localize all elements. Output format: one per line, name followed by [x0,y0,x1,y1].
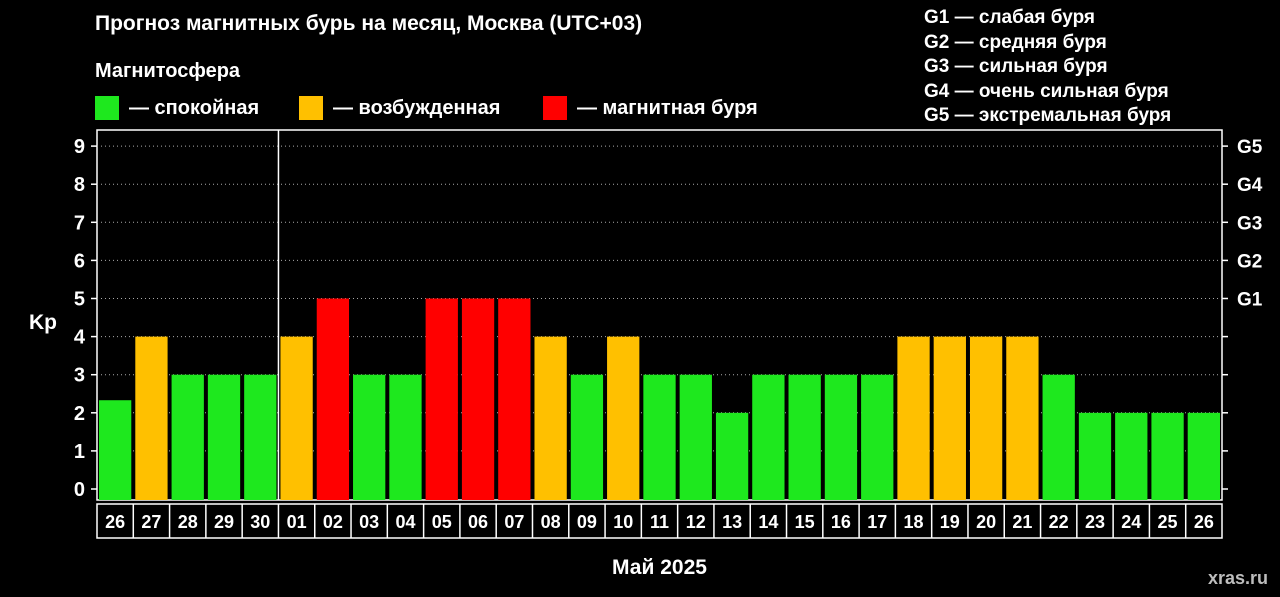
x-tick-label: 19 [940,512,960,532]
bar [99,400,132,500]
bar [1042,374,1075,500]
y-tick-label: 2 [74,403,85,425]
x-tick-label: 16 [831,512,851,532]
y-tick-label: 7 [74,212,85,234]
y-tick-label: 0 [74,479,85,501]
bar [389,374,422,500]
bar [461,298,495,500]
bar [824,374,858,500]
bar [1006,336,1039,500]
storm-level-g3: G3 — сильная буря [924,56,1108,77]
x-tick-label: 27 [141,512,161,532]
x-tick-label: 02 [323,512,343,532]
y-tick-label: 1 [74,441,85,463]
x-axis-label: Май 2025 [612,556,707,579]
x-tick-label: 20 [976,512,996,532]
bar [353,374,386,500]
x-tick-label: 24 [1121,512,1141,532]
bar [933,336,966,500]
y-axis-label: Kp [29,311,57,334]
legend-item-quiet: — спокойная [95,96,259,120]
bar [1151,412,1184,500]
bar [570,374,604,500]
x-tick-label: 06 [468,512,488,532]
y-tick-label: 4 [74,327,86,349]
bar [1078,412,1112,500]
x-tick-label: 08 [541,512,561,532]
x-tick-label: 21 [1012,512,1032,532]
bar [171,374,204,500]
bar [425,298,458,500]
right-tick-label: G3 [1237,213,1262,234]
x-tick-label: 22 [1049,512,1069,532]
storm-level-g2: G2 — средняя буря [924,31,1107,53]
x-tick-label: 29 [214,512,234,532]
right-tick-label: G2 [1237,251,1262,272]
legend-item-excited: — возбужденная [299,96,500,120]
storm-level-g1: G1 — слабая буря [924,7,1096,28]
x-tick-label: 17 [867,512,887,532]
bar [280,336,313,500]
y-tick-label: 5 [74,289,85,311]
bar [752,374,785,500]
bar [607,336,640,500]
legend-label-excited: — возбужденная [333,96,501,119]
x-tick-label: 30 [250,512,270,532]
x-tick-label: 10 [613,512,633,532]
x-tick-label: 26 [1194,512,1214,532]
bar [534,336,567,500]
chart-title: Прогноз магнитных бурь на месяц, Москва … [95,12,643,35]
x-tick-label: 15 [795,512,815,532]
storm-level-legend: G1 — слабая буря G2 — средняя буря G3 — … [924,6,1171,129]
bar [244,374,277,500]
legend-label-quiet: — спокойная [129,96,260,119]
bar [643,374,676,500]
right-tick-label: G5 [1237,137,1263,158]
legend-swatch-quiet [95,96,119,120]
x-tick-label: 11 [650,512,669,532]
x-tick-label: 14 [758,512,778,532]
bar [788,374,821,500]
x-tick-label: 09 [577,512,597,532]
watermark: xras.ru [1207,568,1268,588]
right-tick-label: G4 [1237,175,1263,196]
storm-level-g4: G4 — очень сильная буря [924,80,1169,102]
legend-swatch-excited [299,96,323,120]
y-tick-label: 3 [74,365,85,387]
bar [861,374,894,500]
x-tick-label: 07 [504,512,524,532]
date-box-frame [96,503,1223,539]
x-tick-label: 18 [904,512,924,532]
legend-swatch-storm [543,96,567,120]
legend-item-storm: — магнитная буря [543,96,758,120]
storm-level-g5: G5 — экстремальная буря [924,105,1172,126]
x-tick-label: 23 [1085,512,1105,532]
bar [498,298,531,500]
bar [897,336,930,500]
bar [207,374,241,500]
right-tick-label: G1 [1237,290,1263,311]
x-tick-label: 05 [432,512,452,532]
y-tick-label: 6 [74,250,85,272]
x-tick-label: 13 [722,512,742,532]
y-tick-label: 8 [74,174,85,196]
x-tick-label: 04 [395,512,415,532]
bar [679,374,712,500]
bar [1115,412,1148,500]
x-tick-label: 28 [178,512,198,532]
x-tick-label: 12 [686,512,706,532]
bar [316,298,350,500]
legend-label-storm: — магнитная буря [577,96,758,119]
x-tick-label: 25 [1158,512,1178,532]
legend-title: Магнитосфера [95,60,241,82]
x-tick-label: 03 [359,512,379,532]
bar [715,412,749,500]
x-tick-label: 01 [287,512,307,532]
x-tick-label: 26 [105,512,125,532]
bar [135,336,168,500]
y-tick-label: 9 [74,136,85,158]
bar [1187,412,1220,500]
bar [969,336,1003,500]
